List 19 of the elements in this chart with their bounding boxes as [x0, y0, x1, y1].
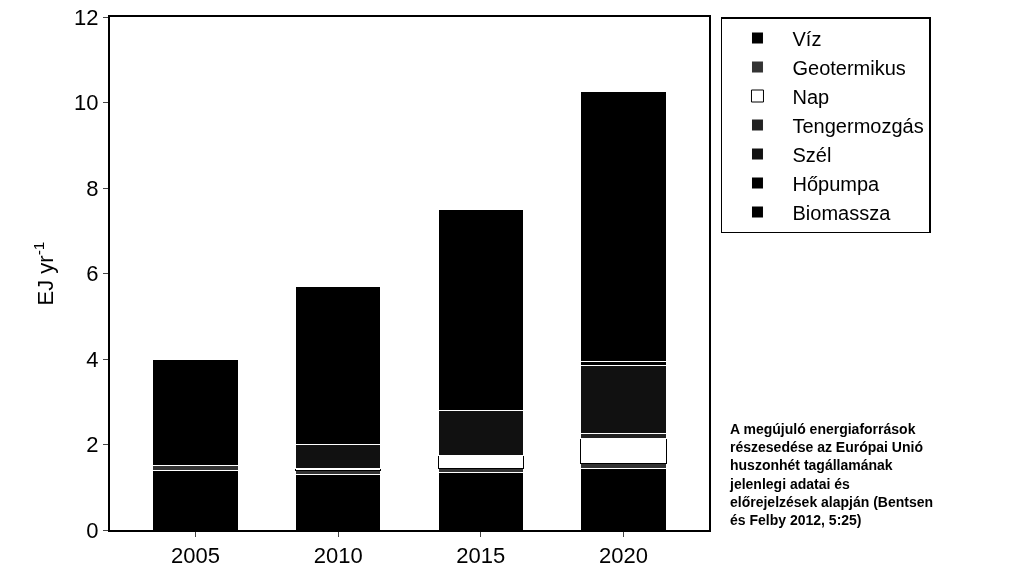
y-tick-label: 10: [74, 90, 99, 116]
legend-label: Hőpumpa: [792, 172, 881, 195]
legend-label: Víz: [792, 27, 822, 50]
x-tick-label: 2020: [598, 543, 648, 569]
y-tick-label: 12: [74, 4, 99, 30]
y-tick-label: 6: [86, 261, 99, 287]
text: A megújuló energiaforrások részesedése az Európai Unió huszonhét tagállamának jelenlegi adatai és előrejelzések alapján (Bentsen és Felby 2012, 5:25): [729, 421, 934, 528]
legend-label: Szél: [792, 143, 832, 166]
y-tick-label: 0: [86, 517, 99, 543]
legend-label: Tengermozgás: [792, 114, 924, 137]
x-tick-label: 2010: [313, 543, 363, 569]
y-tick-label: 4: [86, 346, 99, 372]
legend-label: Biomassza: [792, 201, 892, 224]
y-tick-label: 2: [86, 432, 99, 458]
x-tick-label: 2015: [456, 543, 506, 569]
legend-label: Geotermikus: [792, 56, 906, 79]
y-tick-label: 8: [86, 175, 99, 201]
legend-label: Nap: [792, 85, 830, 108]
x-tick-label: 2005: [171, 543, 221, 569]
